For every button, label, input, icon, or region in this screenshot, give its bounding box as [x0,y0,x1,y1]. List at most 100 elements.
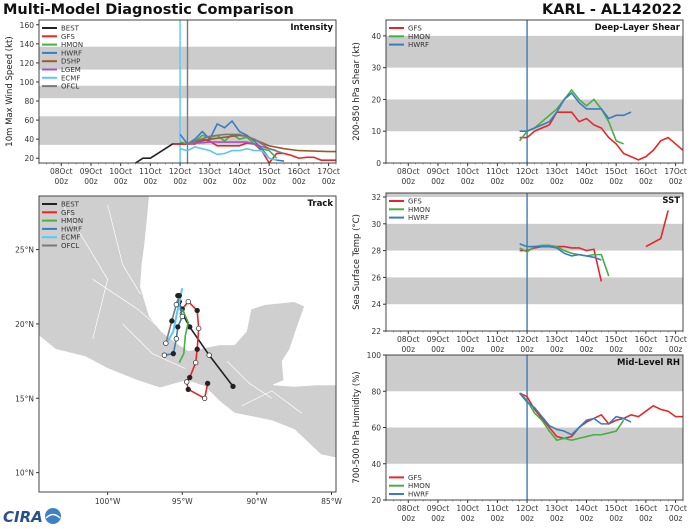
sst-series-gfs [645,210,669,248]
legend-label: DSHP [61,58,80,66]
x-tick-date: 11Oct [139,167,162,176]
x-tick-hour: 00z [84,177,98,186]
state-border [226,360,273,399]
y-tick-label: 25°N [15,246,34,255]
x-tick-hour: 00z [322,177,336,186]
x-tick-date: 10Oct [456,504,479,513]
legend-label: HWRF [408,491,429,499]
x-tick-date: 14Oct [575,504,598,513]
sst-series-gfs [519,245,603,282]
y-tick-label: 0 [376,159,381,168]
x-tick-date: 09Oct [80,167,103,176]
x-tick-hour: 00z [639,177,653,186]
x-tick-date: 12Oct [516,167,539,176]
x-tick-date: 16Oct [635,335,658,344]
x-tick-date: 14Oct [575,167,598,176]
track-point-best [230,383,236,390]
y-tick-label: 24 [371,300,381,309]
legend-label: HWRF [408,41,429,49]
intensity-series-ecmf [179,145,277,161]
state-border [241,390,302,414]
x-tick-date: 10Oct [456,335,479,344]
track-point-ofcl [176,293,182,299]
y-tick-label: 20 [371,95,381,104]
rh-series-hwrf [519,392,632,436]
x-tick-date: 08Oct [397,167,420,176]
track-point-gfs [194,307,200,314]
y-tick-label: 40 [371,32,381,41]
shaded-band [386,355,683,392]
x-tick-hour: 00z [520,514,534,523]
x-tick-date: 15Oct [605,504,628,513]
track-point-best [206,352,212,358]
x-tick-date: 11Oct [486,335,509,344]
x-tick-date: 14Oct [228,167,251,176]
x-tick-hour: 00z [292,177,306,186]
logo-globe-icon [45,508,61,524]
x-tick-date: 09Oct [427,504,450,513]
shaded-band [386,193,683,198]
panel-title: Mid-Level RH [617,358,680,368]
track-point-gfs [194,346,200,352]
x-tick-hour: 00z [402,514,416,523]
x-tick-hour: 00z [203,177,217,186]
track-point-hwrf [175,324,181,330]
x-tick-date: 16Oct [635,504,658,513]
x-tick-hour: 00z [461,514,475,523]
track-panel: 100°W 95°W 90°W 85°W 10°N 15°N 20°N 25°N Track BE… [15,195,342,506]
legend-label: HMON [408,482,430,490]
y-tick-label: 26 [371,273,381,282]
y-tick-label: 22 [371,327,381,336]
x-tick-hour: 00z [609,345,623,354]
shaded-band [386,99,683,132]
track-hmon [178,308,190,363]
x-tick-hour: 00z [669,345,683,354]
y-tick-label: 30 [371,64,381,73]
x-tick-date: 13Oct [199,167,222,176]
legend-label: OFCL [61,242,79,250]
legend-label: OFCL [61,83,79,91]
y-tick-label: 15°N [15,394,34,403]
x-tick-date: 13Oct [546,335,569,344]
x-tick-hour: 00z [520,345,534,354]
y-tick-label: 120 [20,59,35,68]
x-tick-hour: 00z [550,177,564,186]
panel-title: SST [662,196,680,206]
y-tick-label: 60 [371,424,381,433]
panel-title: Deep-Layer Shear [595,23,681,33]
legend-label: ECMF [61,74,80,82]
x-tick-hour: 00z [669,514,683,523]
track-point-ofcl [163,340,169,346]
x-tick-date: 15Oct [605,335,628,344]
y-tick-label: 100 [367,351,382,360]
y-tick-label: 140 [20,40,35,49]
x-tick-date: 10Oct [456,167,479,176]
track-point-hwrf [170,351,176,357]
y-tick-label: 28 [371,247,381,256]
x-tick-hour: 00z [262,177,276,186]
state-border [62,204,109,339]
track-point-gfs [202,395,208,401]
y-tick-label: 32 [371,193,381,202]
legend-label: GFS [61,209,75,217]
legend-label: HMON [61,41,83,49]
track-point-gfs [185,386,191,393]
x-tick-date: 15Oct [258,167,281,176]
x-tick-hour: 00z [550,345,564,354]
rh-series-gfs [519,392,683,440]
y-axis-label: 200-850 hPa Shear (kt) [352,42,362,141]
x-tick-hour: 00z [491,177,505,186]
plot-frame [385,354,684,501]
legend-label: HMON [61,217,83,225]
track-point-ofcl [173,301,179,308]
x-tick-hour: 00z [609,177,623,186]
x-tick-label: 100°W [95,497,121,506]
shear-series-gfs [519,111,683,161]
shaded-band [386,427,683,464]
legend-label: GFS [61,33,75,41]
x-tick-hour: 00z [491,514,505,523]
track-ecmf [164,288,184,346]
